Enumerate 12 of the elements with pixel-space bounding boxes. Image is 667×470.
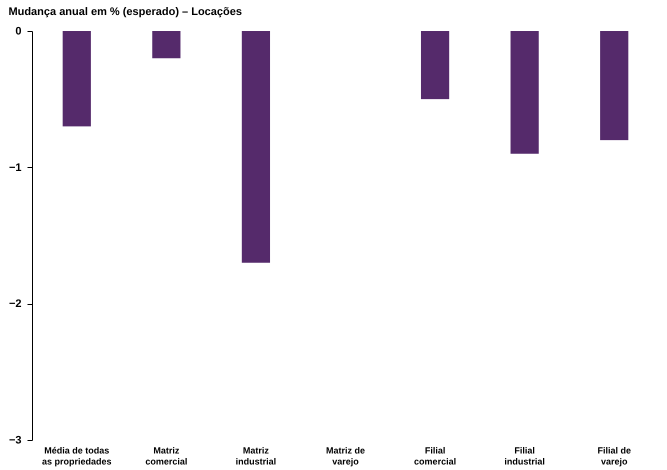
y-tick-label: −2 [8, 298, 22, 310]
y-tick-label: 0 [15, 26, 22, 38]
x-tick-label: Filial de varejo [597, 446, 631, 466]
x-tick-label: Média de todas as propriedades [42, 446, 112, 466]
y-tick-label: −1 [8, 162, 22, 174]
x-tick-label: Filial comercial [414, 446, 456, 466]
x-tick-label: Matriz de varejo [326, 446, 366, 466]
x-tick-label: Matriz comercial [145, 446, 188, 466]
x-tick-label: Filial industrial [504, 446, 545, 466]
chart-title: Mudança anual em % (esperado) – Locações [8, 6, 242, 18]
x-tick-label: Matriz industrial [236, 446, 276, 466]
y-tick-label: −3 [8, 434, 22, 446]
